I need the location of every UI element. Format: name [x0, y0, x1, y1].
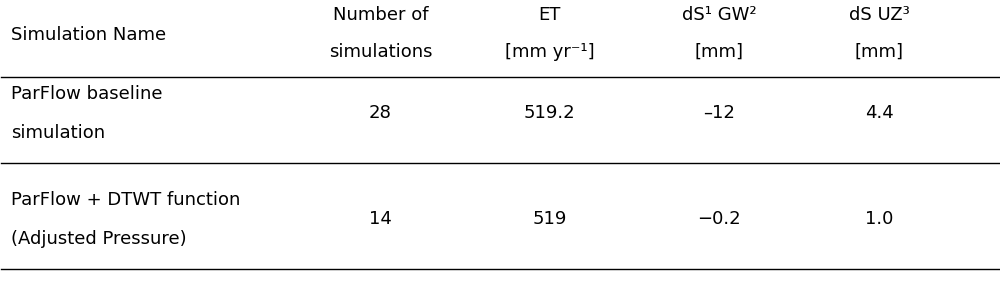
- Text: [mm yr⁻¹]: [mm yr⁻¹]: [505, 43, 595, 61]
- Text: –12: –12: [703, 104, 735, 122]
- Text: ET: ET: [539, 6, 561, 24]
- Text: simulation: simulation: [11, 124, 105, 142]
- Text: Simulation Name: Simulation Name: [11, 26, 166, 44]
- Text: ParFlow + DTWT function: ParFlow + DTWT function: [11, 191, 241, 209]
- Text: ParFlow baseline: ParFlow baseline: [11, 85, 163, 103]
- Text: [mm]: [mm]: [695, 43, 744, 61]
- Text: simulations: simulations: [329, 43, 432, 61]
- Text: (Adjusted Pressure): (Adjusted Pressure): [11, 230, 187, 248]
- Text: [mm]: [mm]: [854, 43, 903, 61]
- Text: 519.2: 519.2: [524, 104, 576, 122]
- Text: 4.4: 4.4: [865, 104, 893, 122]
- Text: 14: 14: [369, 210, 392, 228]
- Text: 519: 519: [533, 210, 567, 228]
- Text: 1.0: 1.0: [865, 210, 893, 228]
- Text: 28: 28: [369, 104, 392, 122]
- Text: −0.2: −0.2: [698, 210, 741, 228]
- Text: dS¹ GW²: dS¹ GW²: [682, 6, 757, 24]
- Text: Number of: Number of: [333, 6, 428, 24]
- Text: dS UZ³: dS UZ³: [849, 6, 909, 24]
